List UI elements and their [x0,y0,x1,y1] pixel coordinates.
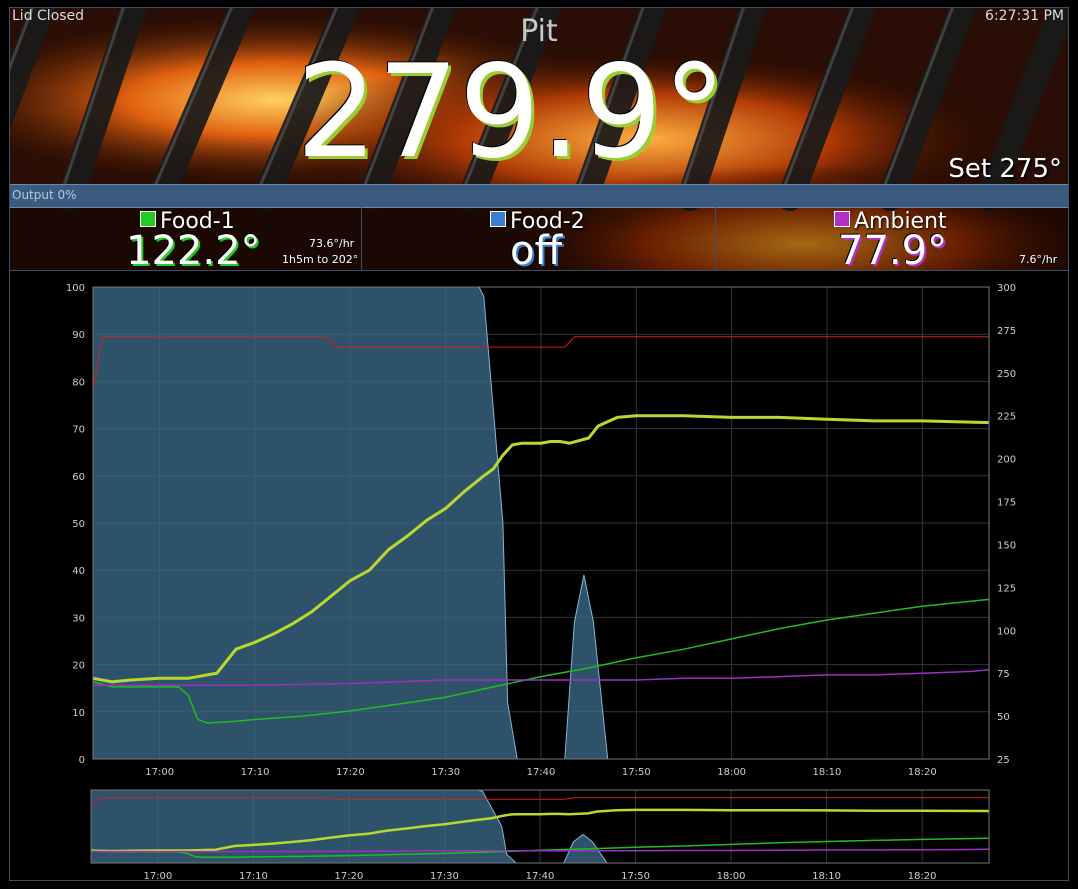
y-left-tick-label: 0 [79,755,85,766]
probe-name-food-1-text: Food-1 [160,209,235,234]
output-label: Output 0% [12,188,77,202]
pit-temperature: 279.9° [296,38,727,187]
ambient-swatch-icon [834,211,850,227]
y-right-tick-label: 200 [997,455,1016,466]
plot-border [90,789,990,864]
x-tick-label: 17:10 [239,871,268,882]
y-left-tick-label: 20 [72,661,85,672]
series-line-4 [91,848,990,853]
y-right-tick-label: 50 [997,712,1010,723]
y-right-tick-label: 250 [997,369,1016,380]
y-right-tick-label: 125 [997,583,1016,594]
series-line-3 [92,598,990,724]
y-left-tick-label: 100 [66,283,85,294]
probe-name-food-1: Food-1 [140,209,235,234]
series-line-4 [93,668,990,686]
x-tick-label: 18:10 [813,767,842,775]
probe-food-2[interactable]: Food-2 off [361,207,716,270]
y-left-tick-label: 90 [72,330,85,341]
x-tick-label: 17:50 [621,871,650,882]
probe-rate-food-1: 73.6°/hr [309,237,355,250]
x-tick-label: 17:50 [622,767,651,775]
x-tick-label: 17:20 [335,871,364,882]
y-right-tick-label: 100 [997,626,1016,637]
x-tick-label: 17:00 [143,871,172,882]
grill-background-image [10,8,1068,270]
x-tick-label: 18:20 [908,871,937,882]
temperature-history-chart[interactable]: 17:00 17:10 17:20 17:30 17:40 17:50 18:00 18:10… [60,280,1030,775]
y-right-tick-label: 300 [997,283,1016,294]
y-left-tick-label: 10 [72,708,85,719]
y-right-tick-label: 225 [997,412,1016,423]
clock: 6:27:31 PM [985,8,1064,24]
y-right-tick-label: 150 [997,540,1016,551]
y-left-tick-label: 30 [72,613,85,624]
probe-food-1[interactable]: Food-1 122.2° 73.6°/hr 1h5m to 202° [10,207,362,270]
y-left-tick-label: 80 [72,377,85,388]
probe-temp-food-1: 122.2° [126,228,261,270]
x-tick-label: 17:30 [431,767,460,775]
lid-status: Lid Closed [12,8,85,24]
plot-border [92,286,990,760]
food-1-swatch-icon [140,211,156,227]
probe-name-food-2-text: Food-2 [510,209,585,234]
x-tick-label: 17:10 [241,767,270,775]
x-tick-label: 18:10 [812,871,841,882]
overview-chart[interactable]: 17:00 17:10 17:20 17:30 17:40 17:50 18:00 18:10… [60,784,1030,884]
y-right-tick-label: 275 [997,326,1016,337]
y-left-tick-label: 70 [72,425,85,436]
x-tick-label: 17:40 [527,767,556,775]
series-line-1 [92,336,989,391]
probe-name-food-2: Food-2 [490,209,585,234]
probe-temp-food-2: off [510,228,563,270]
pit-label: Pit [520,14,558,49]
status-header: Lid Closed 6:27:31 PM Pit 279.9° Set 275… [10,8,1068,270]
y-right-tick-label: 175 [997,498,1016,509]
series-line-2 [92,414,990,684]
probe-temp-ambient: 77.9° [838,228,948,270]
food-2-swatch-icon [490,211,506,227]
x-tick-label: 18:20 [908,767,937,775]
series-line-2 [90,808,990,853]
set-point[interactable]: Set 275° [948,154,1062,184]
y-right-tick-label: 25 [997,755,1010,766]
x-tick-label: 18:00 [717,871,746,882]
series-line-1 [90,797,989,807]
probe-name-ambient: Ambient [834,209,947,234]
probe-eta-food-1: 1h5m to 202° [282,253,359,266]
header-divider [10,270,1068,271]
y-left-tick-label: 40 [72,566,85,577]
probe-row: Food-1 122.2° 73.6°/hr 1h5m to 202° Food… [10,207,1068,270]
series-line-3 [90,837,990,859]
x-tick-label: 17:00 [145,767,174,775]
probe-rate-ambient: 7.6°/hr [1019,253,1058,266]
y-left-tick-label: 50 [72,519,85,530]
x-tick-label: 17:30 [430,871,459,882]
x-tick-label: 17:40 [526,871,555,882]
x-tick-label: 18:00 [717,767,746,775]
probe-ambient[interactable]: Ambient 77.9° 7.6°/hr [715,207,1068,270]
y-left-tick-label: 60 [72,472,85,483]
output-bar: Output 0% [10,184,1068,208]
probe-name-ambient-text: Ambient [854,209,947,234]
y-right-tick-label: 75 [997,669,1010,680]
x-tick-label: 17:20 [336,767,365,775]
